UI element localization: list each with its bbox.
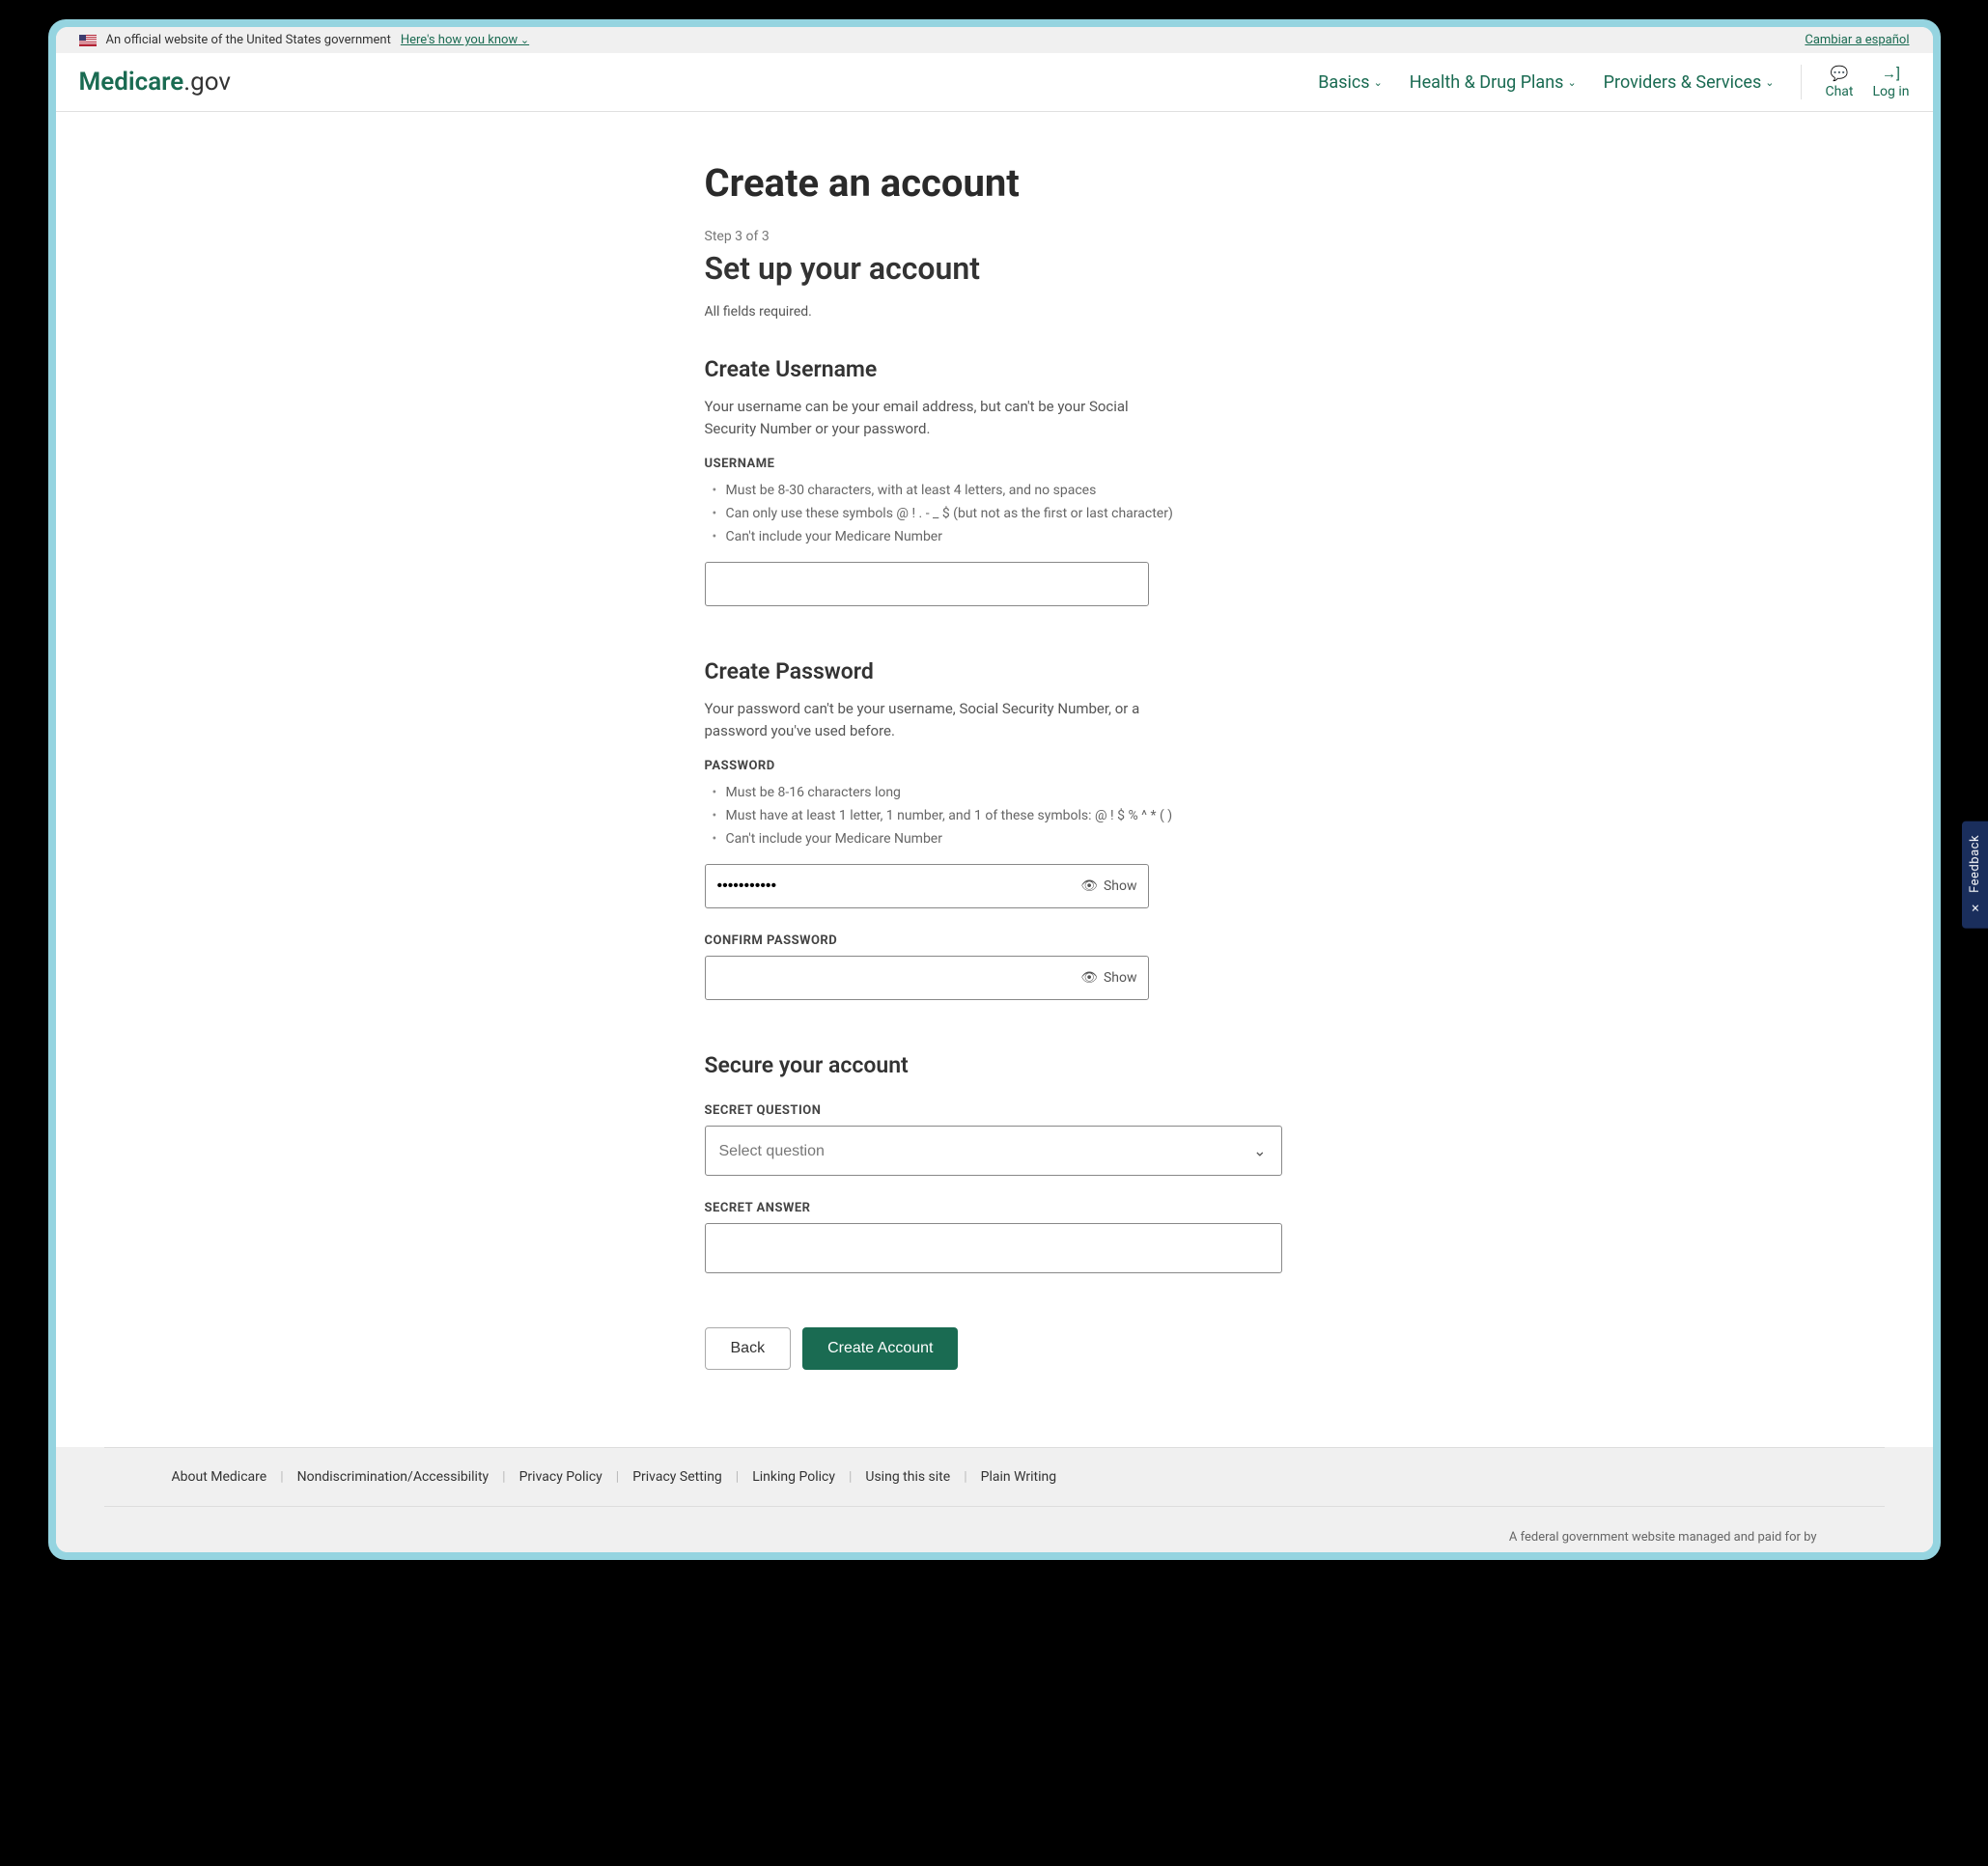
password-rules: Must be 8-16 characters long Must have a… <box>705 781 1284 850</box>
footer-link[interactable]: Nondiscrimination/Accessibility <box>297 1469 490 1485</box>
username-rule: Can't include your Medicare Number <box>705 525 1284 548</box>
login-button[interactable]: →] Log in <box>1873 65 1910 99</box>
username-help: Your username can be your email address,… <box>705 396 1178 439</box>
nav-basics[interactable]: Basics⌄ <box>1318 72 1383 93</box>
password-heading: Create Password <box>705 658 1284 684</box>
logo[interactable]: Medicare.gov <box>79 68 231 97</box>
step-indicator: Step 3 of 3 <box>705 229 1284 244</box>
secure-heading: Secure your account <box>705 1052 1284 1078</box>
logo-domain: .gov <box>183 68 231 97</box>
section-subtitle: Set up your account <box>705 250 1284 287</box>
password-rule: Must be 8-16 characters long <box>705 781 1284 804</box>
footer: About Medicare| Nondiscrimination/Access… <box>56 1447 1933 1552</box>
confirm-password-show-toggle[interactable]: 👁 Show <box>1080 970 1136 986</box>
create-account-button[interactable]: Create Account <box>802 1327 958 1370</box>
required-note: All fields required. <box>705 304 1284 320</box>
username-rule: Must be 8-30 characters, with at least 4… <box>705 479 1284 502</box>
footer-bottom-text: A federal government website managed and… <box>1509 1530 1817 1545</box>
chevron-down-icon: ⌄ <box>518 34 529 46</box>
nav-health-drug[interactable]: Health & Drug Plans⌄ <box>1410 72 1577 93</box>
feedback-tab[interactable]: ✕ Feedback <box>1962 822 1988 929</box>
secret-answer-input[interactable] <box>705 1223 1282 1273</box>
username-heading: Create Username <box>705 356 1284 382</box>
username-input[interactable] <box>705 562 1149 606</box>
language-toggle-link[interactable]: Cambiar a español <box>1805 33 1909 47</box>
us-flag-icon <box>79 35 97 46</box>
password-label: PASSWORD <box>705 759 1284 773</box>
footer-link[interactable]: Plain Writing <box>981 1469 1056 1485</box>
logo-brand: Medicare <box>79 68 184 97</box>
chat-icon: 💬 <box>1831 65 1849 82</box>
eye-icon: 👁 <box>1080 878 1098 894</box>
secret-question-select[interactable]: Select question <box>705 1126 1282 1176</box>
footer-link[interactable]: Linking Policy <box>752 1469 835 1485</box>
footer-link[interactable]: Privacy Policy <box>519 1469 602 1485</box>
footer-links: About Medicare| Nondiscrimination/Access… <box>104 1447 1885 1507</box>
secret-answer-label: SECRET ANSWER <box>705 1201 1284 1215</box>
username-label: USERNAME <box>705 457 1284 471</box>
password-show-toggle[interactable]: 👁 Show <box>1080 878 1136 894</box>
back-button[interactable]: Back <box>705 1327 792 1370</box>
chevron-down-icon: ⌄ <box>1765 76 1774 89</box>
how-you-know-link[interactable]: Here's how you know ⌄ <box>401 33 529 47</box>
username-rules: Must be 8-30 characters, with at least 4… <box>705 479 1284 548</box>
footer-link[interactable]: About Medicare <box>172 1469 267 1485</box>
password-help: Your password can't be your username, So… <box>705 698 1178 741</box>
main-header: Medicare.gov Basics⌄ Health & Drug Plans… <box>56 53 1933 112</box>
password-rule: Must have at least 1 letter, 1 number, a… <box>705 804 1284 827</box>
official-site-text: An official website of the United States… <box>106 33 391 47</box>
nav-providers[interactable]: Providers & Services⌄ <box>1604 72 1775 93</box>
chat-button[interactable]: 💬 Chat <box>1825 65 1853 99</box>
page-title: Create an account <box>705 160 1284 206</box>
footer-link[interactable]: Privacy Setting <box>632 1469 722 1485</box>
chevron-down-icon: ⌄ <box>1374 76 1383 89</box>
eye-icon: 👁 <box>1080 970 1098 986</box>
secret-question-label: SECRET QUESTION <box>705 1103 1284 1118</box>
footer-link[interactable]: Using this site <box>865 1469 950 1485</box>
password-rule: Can't include your Medicare Number <box>705 827 1284 850</box>
gov-banner: An official website of the United States… <box>56 27 1933 53</box>
username-rule: Can only use these symbols @ ! . - _ $ (… <box>705 502 1284 525</box>
chevron-down-icon: ⌄ <box>1567 76 1576 89</box>
close-icon: ✕ <box>1971 902 1980 914</box>
login-icon: →] <box>1882 65 1900 82</box>
confirm-password-label: CONFIRM PASSWORD <box>705 933 1284 948</box>
